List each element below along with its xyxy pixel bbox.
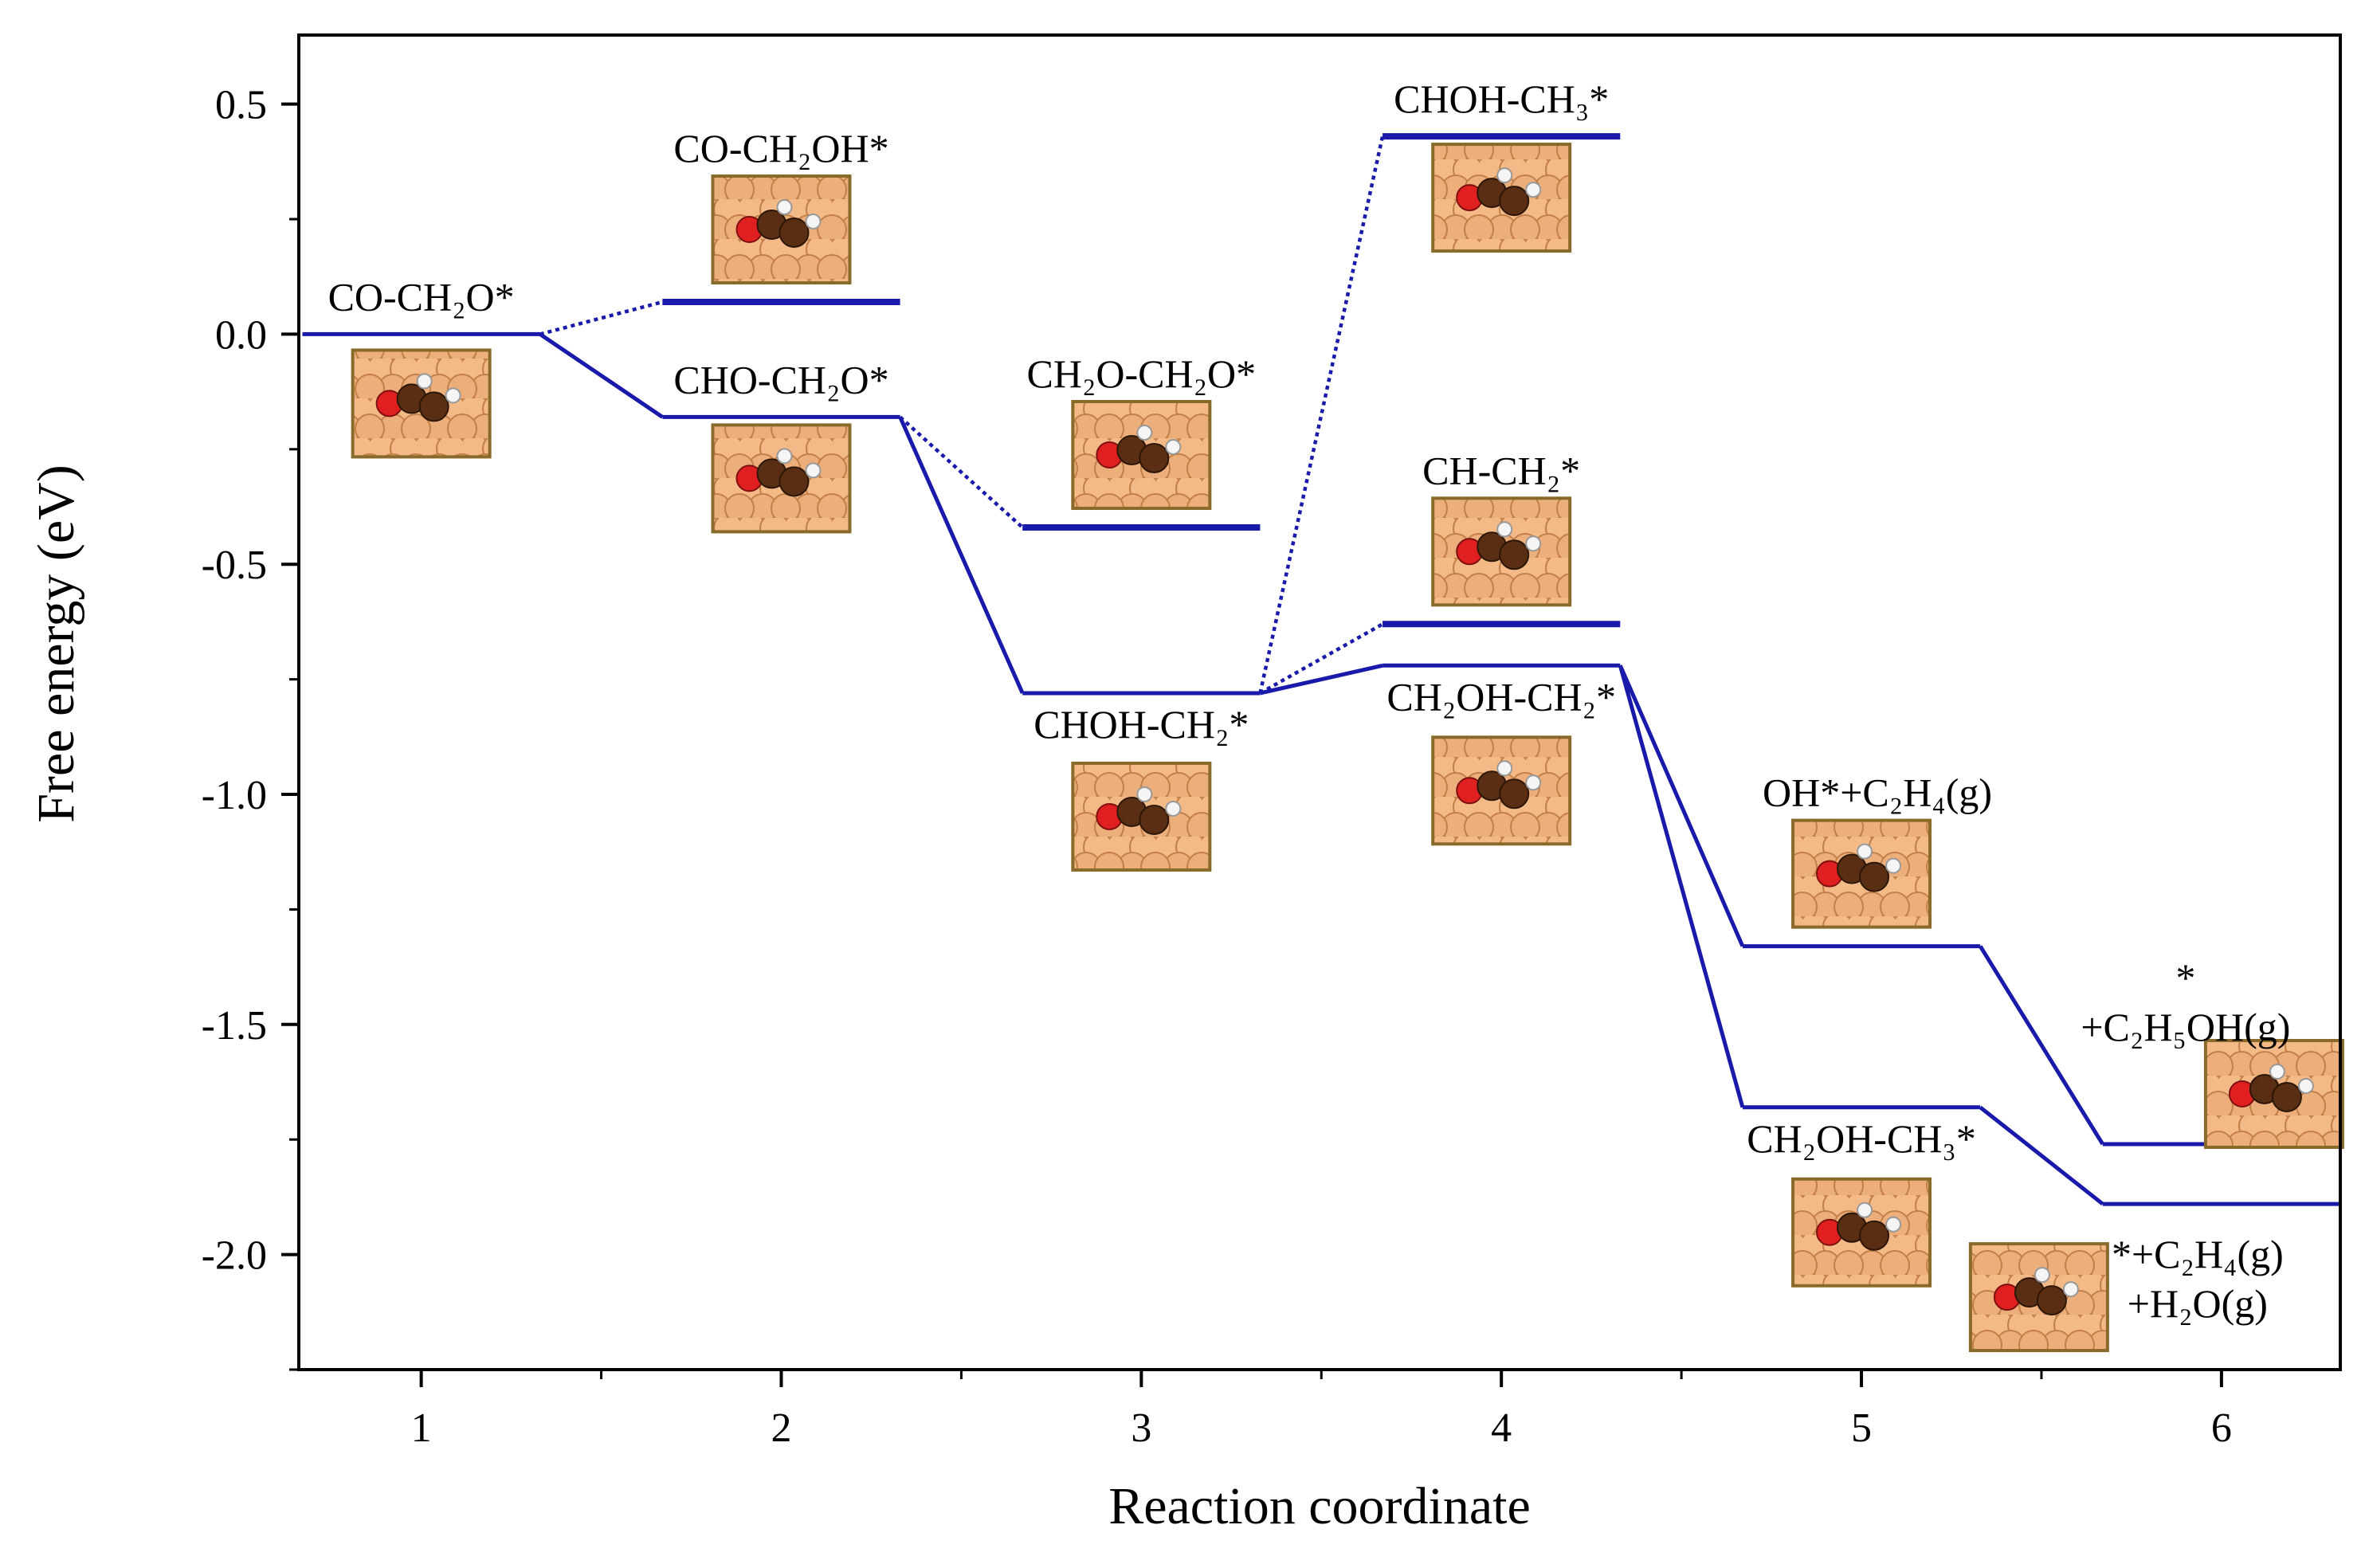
hydrogen-atom-b-ch2oh-ch2: [1496, 760, 1513, 777]
hydrogen-atom-b-cho-ch2o: [776, 448, 793, 465]
carbon-atom-b-choh-ch3: [1499, 186, 1530, 217]
hydrogen-atom-a-c2h5oh: [2297, 1077, 2314, 1094]
x-tick-label-1: 1: [411, 1405, 432, 1451]
connector-co-ch2o-to-cho-ch2o: [539, 332, 664, 419]
species-label-choh-ch3: CHOH-CH₃*: [1394, 76, 1609, 121]
connector-oh-c2h4-to-c2h5oh: [1979, 945, 2104, 1146]
structure-choh-ch2: [1071, 761, 1212, 872]
carbon-atom-b-oh-c2h4: [1859, 861, 1890, 892]
y-tick-label-2: -0.5: [202, 543, 267, 588]
hydrogen-atom-b-ch2o-ch2o: [1136, 425, 1153, 441]
hydrogen-atom-b-choh-ch3: [1496, 167, 1513, 184]
carbon-atom-b-ch2oh-ch3: [1859, 1220, 1890, 1251]
y-tick-label-4: -1.5: [202, 1003, 267, 1049]
connector-ch2oh-ch2-to-oh-c2h4: [1618, 664, 1745, 947]
x-tick-label-6: 6: [2211, 1405, 2232, 1451]
species-label-c2h5oh: *: [2175, 955, 2195, 1000]
species-label-line2-c2h4-h2o: +H₂O(g): [2128, 1281, 2268, 1326]
hydrogen-atom-b-ch2oh-ch3: [1857, 1201, 1873, 1218]
x-tick-label-3: 3: [1131, 1405, 1151, 1451]
hydrogen-atom-b-c2h5oh: [2269, 1063, 2285, 1080]
hydrogen-atom-a-co-ch2oh: [805, 214, 822, 229]
x-tick-label-5: 5: [1851, 1405, 1872, 1451]
species-label-line2-c2h5oh: +C₂H₅OH(g): [2081, 1005, 2290, 1049]
hydrogen-atom-a-co-ch2o: [445, 387, 461, 404]
structure-c2h5oh: [2203, 1038, 2344, 1149]
carbon-atom-b-ch-ch2: [1499, 539, 1530, 570]
species-label-co-ch2oh: CO-CH₂OH*: [673, 126, 888, 171]
y-tick-label-0: 0.5: [215, 83, 267, 128]
hydrogen-atom-a-ch2oh-ch2: [1525, 774, 1542, 791]
hydrogen-atom-a-ch-ch2: [1525, 535, 1542, 552]
hydrogen-atom-a-ch2o-ch2o: [1165, 439, 1182, 456]
species-label-c2h4-h2o: *+C₂H₄(g): [2112, 1232, 2284, 1276]
species-label-oh-c2h4: OH*+C₂H₄(g): [1763, 770, 1992, 815]
hydrogen-atom-b-co-ch2o: [416, 373, 433, 390]
species-label-cho-ch2o: CHO-CH₂O*: [673, 357, 888, 402]
x-axis-title: Reaction coordinate: [1108, 1477, 1531, 1535]
carbon-atom-b-c2h5oh: [2271, 1081, 2302, 1112]
hydrogen-atom-a-choh-ch2: [1165, 800, 1182, 817]
species-label-ch2oh-ch3: CH₂OH-CH₃*: [1747, 1116, 1976, 1161]
hydrogen-atom-a-cho-ch2o: [805, 462, 822, 479]
hydrogen-atom-b-c2h4-h2o: [2034, 1267, 2050, 1284]
species-label-ch-ch2: CH-CH₂*: [1422, 448, 1580, 492]
hydrogen-atom-b-co-ch2oh: [776, 199, 793, 215]
hydrogen-atom-a-ch2oh-ch3: [1885, 1216, 1902, 1233]
x-tick-label-2: 2: [771, 1405, 791, 1451]
species-label-ch2o-ch2o: CH₂O-CH₂O*: [1027, 351, 1257, 396]
species-label-choh-ch2: CHOH-CH₂*: [1033, 702, 1249, 747]
carbon-atom-b-ch2oh-ch2: [1499, 778, 1530, 809]
structure-co-ch2o: [351, 348, 492, 459]
connector-ch2oh-ch2-to-ch2oh-ch3: [1618, 664, 1745, 1108]
hydrogen-atom-a-c2h4-h2o: [2062, 1281, 2079, 1298]
y-tick-label-5: -2.0: [202, 1233, 267, 1279]
y-tick-label-1: 0.0: [215, 312, 267, 358]
y-axis-title: Free energy (eV): [27, 465, 85, 823]
carbon-atom-b-co-ch2o: [418, 391, 449, 422]
hydrogen-atom-b-choh-ch2: [1136, 786, 1153, 802]
connector-ch2oh-ch3-to-c2h4-h2o: [1979, 1105, 2104, 1206]
structure-co-ch2oh: [711, 174, 852, 284]
carbon-atom-b-c2h4-h2o: [2036, 1285, 2067, 1316]
plot-frame: [297, 33, 2342, 1371]
hydrogen-atom-a-choh-ch3: [1525, 182, 1542, 198]
carbon-atom-b-ch2o-ch2o: [1139, 443, 1170, 474]
carbon-atom-b-co-ch2oh: [779, 218, 810, 248]
connector-cho-ch2o-to-choh-ch2: [898, 416, 1025, 694]
cu-surface-ch2oh-ch3: [1791, 1177, 1932, 1288]
structure-ch-ch2: [1431, 496, 1572, 607]
x-tick-label-4: 4: [1491, 1405, 1512, 1451]
hydrogen-atom-a-oh-c2h4: [1885, 857, 1902, 874]
connector-choh-ch2-to-ch2oh-ch2: [1259, 663, 1383, 696]
carbon-atom-b-cho-ch2o: [779, 466, 810, 497]
structure-cho-ch2o: [711, 423, 852, 534]
structure-c2h4-h2o: [1968, 1242, 2109, 1353]
structure-ch2oh-ch3: [1791, 1177, 1932, 1288]
connector-cho-ch2o-to-ch2o-ch2o: [899, 415, 1024, 529]
hydrogen-atom-b-ch-ch2: [1496, 521, 1513, 538]
structure-choh-ch3: [1431, 143, 1572, 253]
hydrogen-atom-b-oh-c2h4: [1857, 843, 1873, 860]
structure-oh-c2h4: [1791, 818, 1932, 929]
species-label-ch2oh-ch2: CH₂OH-CH₂*: [1386, 674, 1616, 719]
connector-co-ch2o-to-co-ch2oh: [539, 300, 663, 336]
species-label-co-ch2o: CO-CH₂O*: [328, 274, 515, 319]
y-tick-label-3: -1.0: [202, 773, 267, 818]
structure-ch2oh-ch2: [1431, 735, 1572, 846]
carbon-atom-b-choh-ch2: [1139, 804, 1170, 835]
structure-ch2o-ch2o: [1071, 400, 1212, 511]
